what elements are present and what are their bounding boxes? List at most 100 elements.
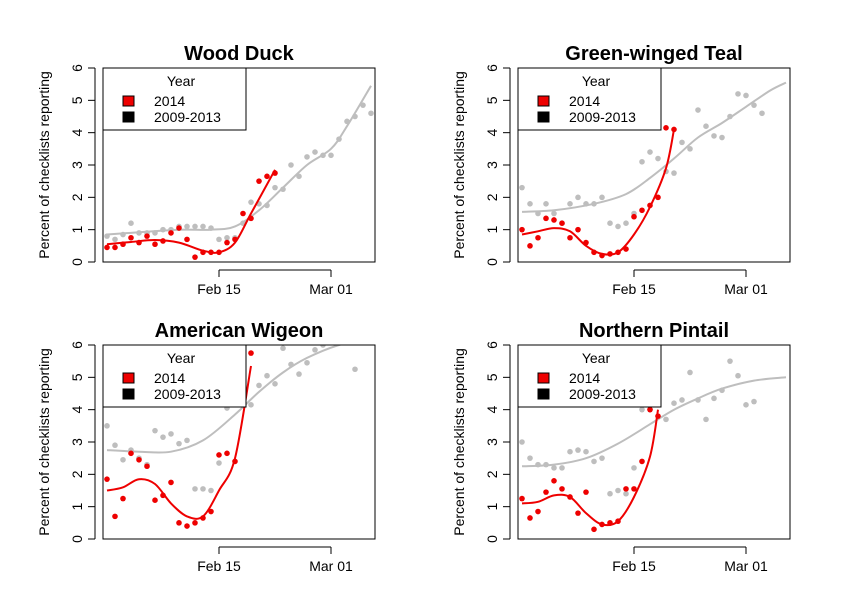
- y2014-point: [248, 350, 254, 356]
- plot-area: [519, 81, 787, 259]
- baseline-point: [567, 201, 573, 207]
- plot-area: [104, 336, 358, 529]
- baseline-point: [687, 146, 693, 152]
- baseline-point: [224, 234, 230, 241]
- y2014-point: [527, 243, 533, 249]
- baseline-point: [216, 236, 222, 243]
- baseline-point: [519, 184, 525, 191]
- y2014-point: [216, 452, 222, 458]
- y-tick-label: 2: [69, 193, 85, 201]
- y2014-point: [639, 458, 645, 465]
- legend-title: Year: [582, 350, 611, 366]
- y2014-point: [559, 220, 565, 226]
- y-tick-label: 5: [69, 96, 85, 104]
- y2014-point: [575, 226, 581, 233]
- y-tick-label: 5: [484, 373, 500, 381]
- baseline-point: [551, 465, 557, 471]
- y2014-point: [623, 486, 629, 492]
- y2014-point: [128, 450, 134, 457]
- y-tick-label: 2: [484, 470, 500, 478]
- baseline-point: [735, 91, 741, 97]
- chart-panel: Wood Duck Percent of checklists reporting…: [36, 43, 376, 297]
- baseline-point: [735, 372, 741, 379]
- y-axis-label: Percent of checklists reporting: [36, 348, 52, 536]
- legend-entry-label: 2014: [154, 370, 185, 386]
- baseline-point: [352, 366, 358, 373]
- baseline-point: [256, 382, 262, 389]
- legend-swatch: [537, 95, 550, 107]
- baseline-point: [296, 371, 302, 377]
- baseline-point: [328, 339, 334, 345]
- baseline-point: [104, 423, 110, 429]
- legend-entry-label: 2009-2013: [569, 386, 636, 402]
- baseline-point: [184, 437, 190, 444]
- legend-swatch: [122, 388, 135, 400]
- legend-swatch: [537, 111, 550, 123]
- y2014-trend-line: [106, 169, 276, 254]
- y2014-point: [192, 520, 198, 526]
- baseline-point: [200, 223, 206, 230]
- baseline-point: [543, 201, 549, 207]
- y-tick-label: 1: [484, 226, 500, 234]
- baseline-point: [527, 455, 533, 461]
- y-tick-label: 6: [484, 341, 500, 349]
- baseline-point: [751, 398, 757, 405]
- chart-title: American Wigeon: [155, 320, 324, 342]
- legend-swatch: [122, 372, 135, 384]
- y2014-trend-line: [521, 409, 659, 527]
- y-tick-label: 6: [484, 64, 500, 72]
- baseline-point: [344, 336, 350, 342]
- chart-panel: American Wigeon Percent of checklists rep…: [36, 320, 376, 574]
- y2014-point: [176, 225, 182, 231]
- y2014-point: [168, 230, 174, 236]
- baseline-point: [328, 152, 334, 159]
- baseline-point: [368, 110, 374, 117]
- y-tick-label: 4: [484, 129, 500, 137]
- baseline-point: [272, 184, 278, 191]
- y-tick-label: 4: [69, 406, 85, 414]
- y-axis-label: Percent of checklists reporting: [36, 71, 52, 259]
- baseline-point: [607, 490, 613, 497]
- baseline-point: [280, 345, 286, 352]
- x-tick-label: Mar 01: [724, 281, 768, 297]
- baseline-point: [607, 220, 613, 226]
- baseline-point: [176, 440, 182, 447]
- y2014-point: [591, 526, 597, 533]
- y2014-point: [631, 486, 637, 492]
- y-tick-label: 0: [69, 535, 85, 543]
- baseline-point: [248, 402, 254, 408]
- y2014-point: [104, 476, 110, 482]
- y-tick-label: 0: [484, 535, 500, 543]
- y-tick-label: 6: [69, 341, 85, 349]
- y-tick-label: 1: [69, 226, 85, 234]
- y2014-point: [663, 125, 669, 131]
- y-tick-label: 3: [484, 438, 500, 446]
- baseline-point: [304, 359, 310, 366]
- baseline-point: [264, 372, 270, 379]
- y2014-point: [128, 234, 134, 241]
- baseline-point: [639, 406, 645, 413]
- baseline-point: [128, 220, 134, 226]
- baseline-point: [575, 447, 581, 453]
- baseline-point: [200, 486, 206, 492]
- baseline-point: [527, 201, 533, 207]
- y2014-point: [240, 210, 246, 217]
- chart-title: Green-winged Teal: [565, 43, 742, 65]
- baseline-point: [759, 110, 765, 117]
- baseline-point: [703, 123, 709, 129]
- y2014-point: [527, 515, 533, 521]
- y2014-point: [543, 215, 549, 222]
- y2014-point: [224, 450, 230, 457]
- baseline-point: [711, 395, 717, 402]
- y-tick-label: 1: [69, 503, 85, 511]
- chart-title: Wood Duck: [184, 43, 295, 65]
- baseline-point: [639, 158, 645, 165]
- x-tick-label: Mar 01: [309, 281, 353, 297]
- baseline-trend-line: [521, 81, 787, 213]
- y2014-point: [152, 497, 158, 504]
- plot-area: [519, 358, 787, 533]
- legend-swatch: [537, 388, 550, 400]
